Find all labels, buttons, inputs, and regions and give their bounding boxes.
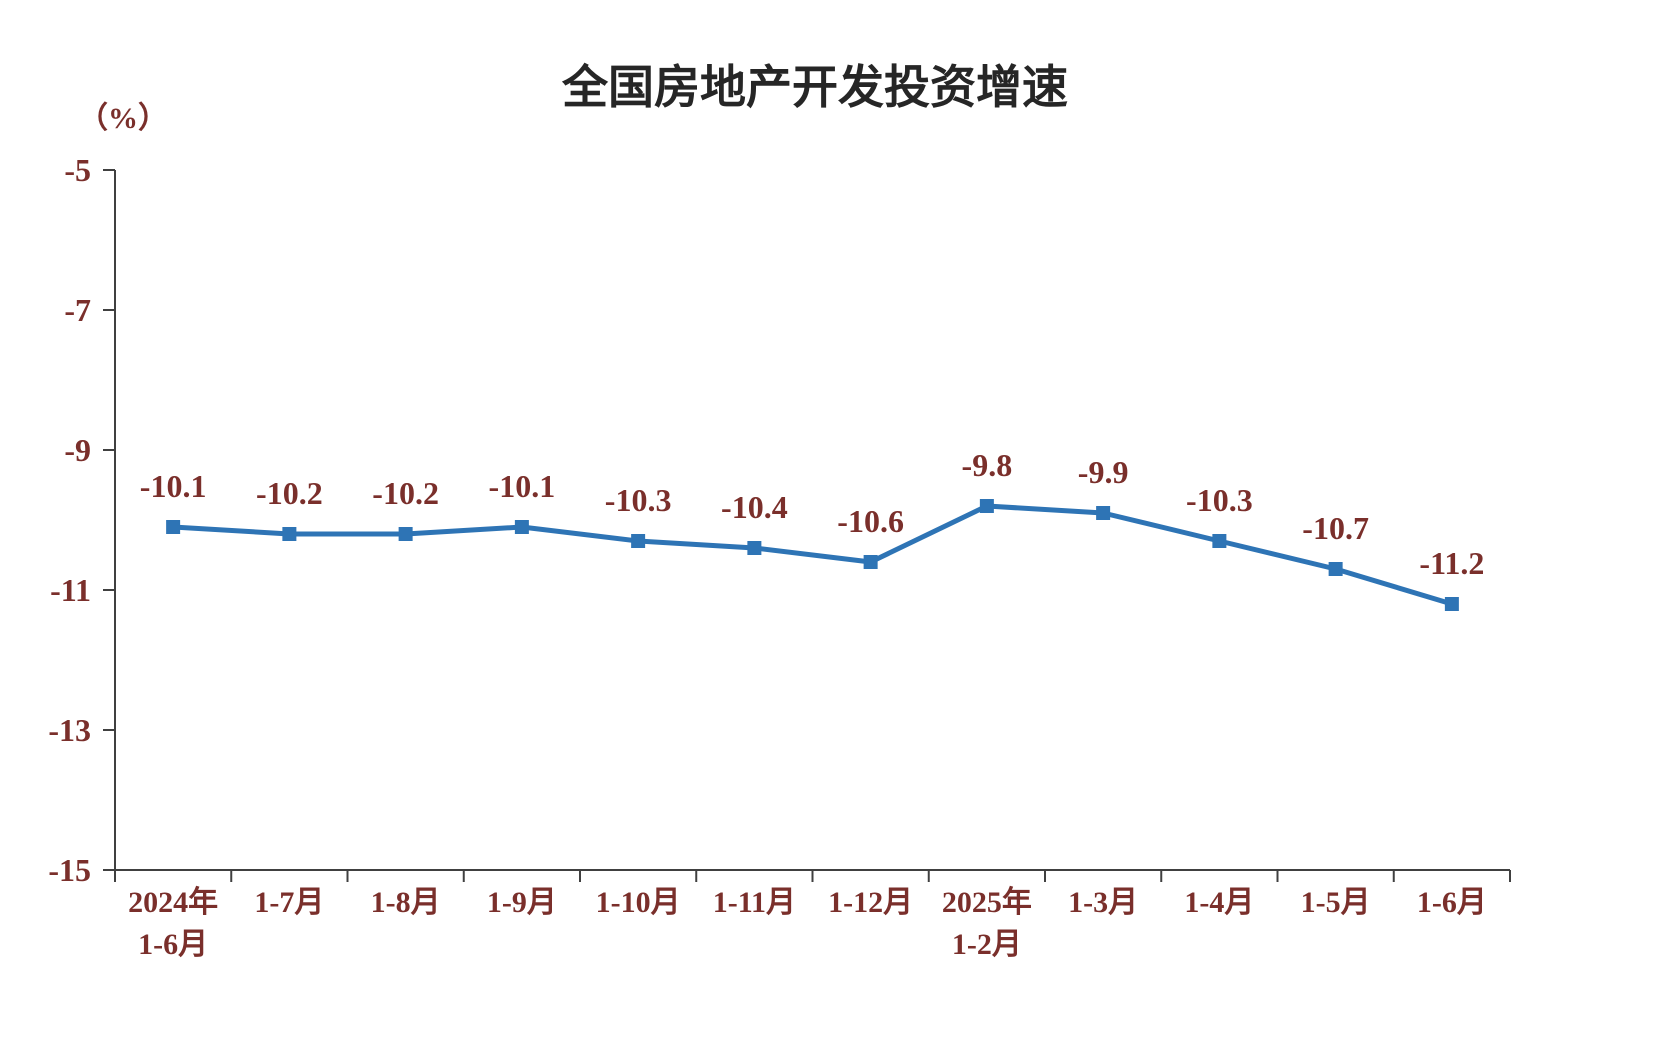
- x-tick-label: 1-2月: [952, 928, 1022, 961]
- x-tick-label: 1-12月: [828, 886, 913, 919]
- data-point-marker: [979, 499, 994, 513]
- data-point-label: -10.4: [721, 489, 788, 525]
- x-tick-label: 1-7月: [254, 886, 324, 919]
- y-tick-label: -11: [50, 572, 91, 608]
- x-tick-label: 1-5月: [1301, 886, 1371, 919]
- y-tick-label: -7: [64, 292, 91, 328]
- y-tick-label: -15: [48, 852, 91, 888]
- data-point-label: -10.3: [605, 482, 672, 518]
- data-point-marker: [166, 520, 181, 534]
- data-point-label: -9.9: [1078, 454, 1129, 490]
- data-point-label: -10.2: [256, 475, 323, 511]
- y-tick-label: -5: [64, 152, 91, 188]
- data-point-marker: [514, 520, 529, 534]
- x-tick-label: 1-8月: [371, 886, 441, 919]
- x-tick-label: 1-3月: [1068, 886, 1138, 919]
- x-tick-label: 2024年: [128, 886, 218, 919]
- x-tick-label: 1-6月: [1417, 886, 1487, 919]
- data-point-label: -10.1: [140, 468, 207, 504]
- data-point-label: -10.1: [489, 468, 556, 504]
- data-point-marker: [1096, 506, 1111, 520]
- x-tick-label: 2025年: [942, 886, 1032, 919]
- data-point-marker: [631, 534, 646, 548]
- data-point-marker: [747, 541, 762, 555]
- y-axis-unit-label: （%）: [78, 101, 168, 135]
- series-line: [172, 503, 1453, 607]
- data-point-label: -11.2: [1419, 545, 1484, 581]
- y-tick-label: -13: [48, 712, 91, 748]
- data-point-marker: [398, 527, 413, 541]
- chart-title: 全国房地产开发投资增速: [561, 62, 1068, 113]
- data-point-marker: [1212, 534, 1227, 548]
- x-tick-label: 1-4月: [1184, 886, 1254, 919]
- y-tick-label: -9: [64, 432, 91, 468]
- series-layer: [166, 499, 1459, 611]
- x-tick-label: 1-11月: [713, 886, 796, 919]
- data-point-label: -9.8: [962, 447, 1013, 483]
- data-point-label: -10.7: [1302, 510, 1369, 546]
- data-point-marker: [863, 555, 878, 569]
- x-tick-label: 1-9月: [487, 886, 557, 919]
- data-point-marker: [1328, 562, 1343, 576]
- data-point-label: -10.6: [837, 503, 904, 539]
- data-label-layer: -10.1 -10.2 -10.2 -10.1 -10.3 -10.4 -10.6 -9.8 -…: [140, 447, 1485, 581]
- x-tick-label: 1-10月: [596, 886, 681, 919]
- data-point-label: -10.2: [372, 475, 439, 511]
- data-point-marker: [1444, 597, 1459, 611]
- x-tick-label: 1-6月: [138, 928, 208, 961]
- data-point-label: -10.3: [1186, 482, 1253, 518]
- data-point-marker: [282, 527, 297, 541]
- axes-layer: -5 -7 -9 -11 -13 -15 2024年 1-6月 1-7月 1-8月 1-9月 1-10…: [48, 152, 1511, 961]
